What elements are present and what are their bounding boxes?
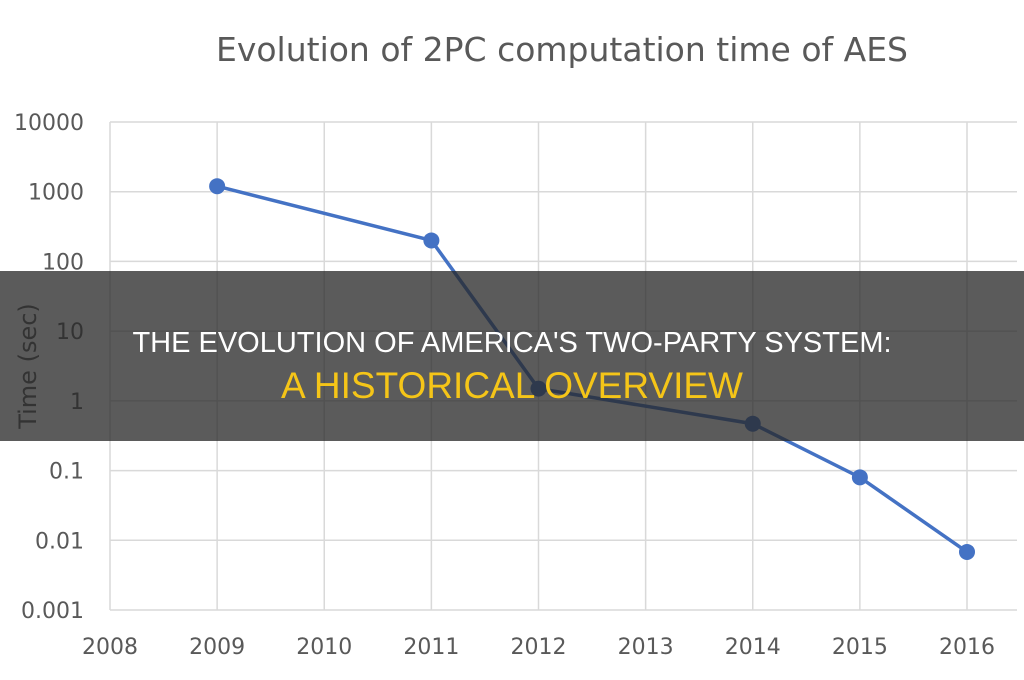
headline-line-2: A HISTORICAL OVERVIEW	[281, 365, 743, 406]
x-tick-label: 2014	[725, 635, 781, 660]
data-point	[423, 232, 440, 249]
y-tick-label: 1000	[28, 181, 84, 206]
x-tick-label: 2011	[403, 635, 459, 660]
data-point	[851, 469, 868, 486]
x-tick-label: 2012	[511, 635, 567, 660]
data-point	[959, 543, 975, 560]
x-tick-label: 2016	[939, 635, 995, 660]
y-tick-label: 0.1	[49, 460, 84, 485]
headline-banner: THE EVOLUTION OF AMERICA'S TWO-PARTY SYS…	[0, 271, 1024, 441]
y-tick-label: 10000	[14, 111, 84, 136]
x-tick-label: 2013	[618, 635, 674, 660]
y-tick-label: 0.001	[21, 599, 84, 624]
y-tick-label: 0.01	[35, 529, 84, 554]
headline-line-1: THE EVOLUTION OF AMERICA'S TWO-PARTY SYS…	[132, 327, 892, 359]
x-tick-label: 2009	[189, 635, 245, 660]
chart-title: Evolution of 2PC computation time of AES	[215, 30, 908, 69]
x-tick-label: 2015	[832, 635, 888, 660]
x-tick-label: 2010	[296, 635, 352, 660]
x-tick-label: 2008	[82, 635, 138, 660]
data-point	[209, 178, 226, 195]
